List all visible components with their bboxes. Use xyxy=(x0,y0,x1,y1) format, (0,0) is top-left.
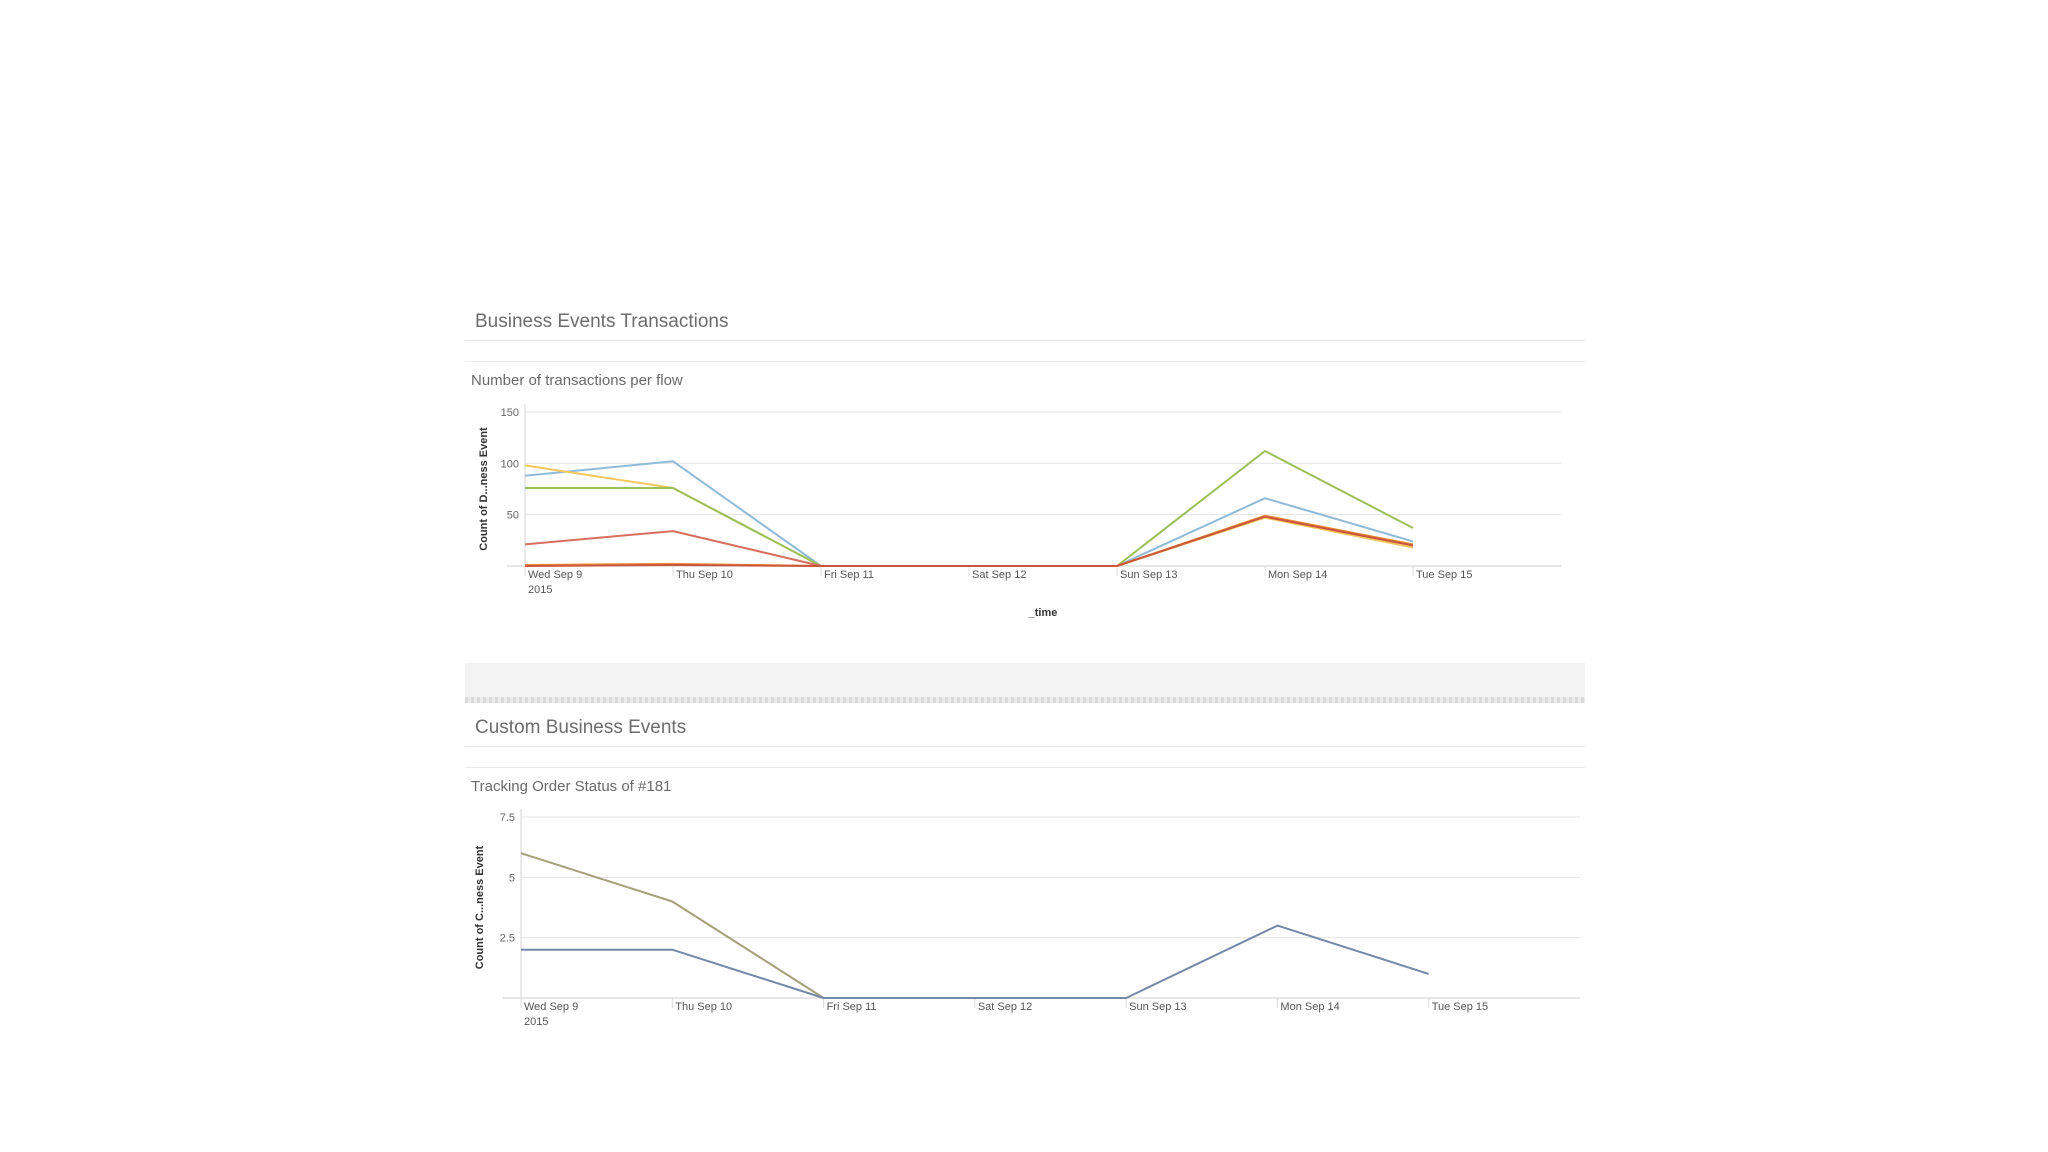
x-tick-label: Thu Sep 10 xyxy=(675,1001,732,1013)
x-tick-label: Sun Sep 13 xyxy=(1129,1001,1187,1013)
x-tick-label: Fri Sep 11 xyxy=(824,569,874,581)
x-tick-label: Mon Sep 14 xyxy=(1280,1001,1339,1013)
series-line-0 xyxy=(524,460,1414,567)
y-tick-label: 50 xyxy=(507,510,519,522)
y-tick-label: 5 xyxy=(509,872,515,884)
series-line-1 xyxy=(521,924,1430,999)
panel-title: Business Events Transactions xyxy=(465,304,1585,341)
x-tick-label: Tue Sep 15 xyxy=(1432,1001,1488,1013)
x-tick-label: Fri Sep 11 xyxy=(827,1001,877,1013)
series-line-5 xyxy=(524,515,1414,567)
y-axis-label: Count of D...ness Event xyxy=(478,427,490,551)
chart-title: Number of transactions per flow xyxy=(471,372,683,389)
x-tick-label: Wed Sep 9 xyxy=(528,569,582,581)
panel-title: Custom Business Events xyxy=(465,710,1585,747)
x-tick-label: Sun Sep 13 xyxy=(1120,569,1178,581)
x-axis-label: _time xyxy=(1028,607,1058,619)
y-tick-label: 150 xyxy=(501,407,519,419)
panel-separator xyxy=(465,747,1585,768)
order-status-line-chart: 2.5 5 7.5 Wed Sep 9 2015 Thu Sep 10 Fri Sep 11… xyxy=(474,809,1580,1028)
x-tick-year: 2015 xyxy=(524,1016,548,1028)
chart-title: Tracking Order Status of #181 xyxy=(471,778,672,795)
series-line-1 xyxy=(524,464,1414,567)
panel-custom-business-events: Custom Business Events Tracking Order St… xyxy=(465,710,1585,795)
series-line-3 xyxy=(524,530,1117,567)
y-tick-label: 100 xyxy=(501,458,519,470)
series-line-4 xyxy=(524,514,1414,567)
x-tick-label: Mon Sep 14 xyxy=(1268,569,1327,581)
series-line-0 xyxy=(520,852,1127,999)
x-tick-label: Thu Sep 10 xyxy=(676,569,733,581)
x-tick-label: Sat Sep 12 xyxy=(972,569,1026,581)
y-axis-label: Count of C...ness Event xyxy=(474,845,486,969)
x-tick-year: 2015 xyxy=(528,584,552,596)
x-tick-label: Tue Sep 15 xyxy=(1416,569,1472,581)
series-line-2 xyxy=(525,450,1414,567)
y-tick-label: 2.5 xyxy=(500,933,515,945)
panel-separator xyxy=(465,341,1585,362)
y-tick-label: 7.5 xyxy=(500,812,515,824)
panel-business-events-transactions: Business Events Transactions Number of t… xyxy=(465,304,1585,389)
x-tick-label: Wed Sep 9 xyxy=(524,1001,578,1013)
transactions-line-chart: 50 100 150 Wed Sep 9 2015 Thu Sep 10 Fri Sep 1… xyxy=(478,404,1561,619)
panel-divider xyxy=(465,663,1585,703)
x-tick-label: Sat Sep 12 xyxy=(978,1001,1032,1013)
